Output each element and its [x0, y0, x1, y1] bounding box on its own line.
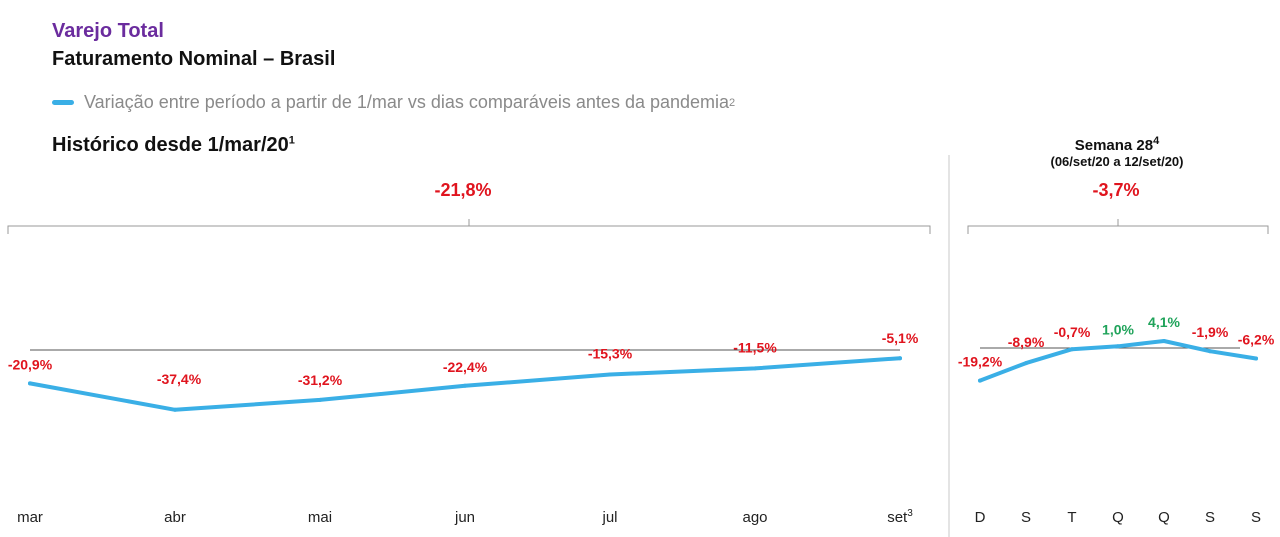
history-data-label-2: -31,2%	[298, 372, 343, 388]
chart-subtitle: Faturamento Nominal – Brasil	[52, 48, 336, 70]
history-point-1	[173, 407, 177, 412]
week-data-label-1: -8,9%	[1008, 334, 1045, 350]
week-data-label-0: -19,2%	[958, 354, 1003, 370]
week-data-label-3: 1,0%	[1102, 321, 1134, 337]
week-panel-dates: (06/set/20 a 12/set/20)	[1050, 154, 1184, 169]
week-data-label-6: -6,2%	[1238, 332, 1275, 348]
week-data-label-2: -0,7%	[1054, 324, 1091, 340]
week-total-label: -3,7%	[1092, 180, 1139, 200]
chart-title: Varejo Total	[52, 20, 164, 42]
week-point-2	[1070, 347, 1074, 352]
history-data-label-1: -37,4%	[157, 371, 202, 387]
week-tick-label-3: Q	[1112, 509, 1124, 526]
history-point-3	[463, 383, 467, 388]
week-data-label-4: 4,1%	[1148, 314, 1180, 330]
week-point-3	[1116, 344, 1120, 349]
week-bracket	[967, 219, 1269, 234]
history-data-label-4: -15,3%	[588, 345, 633, 361]
week-tick-label-1: S	[1021, 509, 1031, 526]
week-tick-label-4: Q	[1158, 509, 1170, 526]
history-tick-label-4: jul	[601, 509, 617, 526]
history-bracket	[7, 219, 931, 234]
history-point-5	[753, 366, 757, 371]
history-data-label-5: -11,5%	[733, 339, 777, 355]
history-data-label-0: -20,9%	[8, 356, 53, 372]
history-point-6	[898, 356, 902, 361]
week-title-text: Semana 28	[1074, 137, 1154, 154]
week-point-0	[978, 378, 982, 383]
history-point-0	[28, 381, 32, 386]
legend: Variação entre período a partir de 1/mar…	[52, 92, 735, 113]
week-tick-label-6: S	[1251, 509, 1261, 526]
week-tick-label-0: D	[975, 509, 986, 526]
week-tick-label-2: T	[1067, 509, 1076, 526]
history-title-footnote: 1	[288, 134, 295, 147]
history-point-2	[318, 397, 322, 402]
history-data-label-6: -5,1%	[882, 330, 919, 346]
week-tick-label-5: S	[1205, 509, 1215, 526]
week-panel-title: Semana 284	[1000, 135, 1234, 154]
week-point-6	[1254, 356, 1258, 361]
week-point-5	[1208, 349, 1212, 354]
legend-label: Variação entre período a partir de 1/mar…	[84, 92, 730, 112]
history-tick-label-3: jun	[454, 509, 475, 526]
history-tick-label-2: mai	[308, 509, 332, 526]
history-tick-label-6: set3	[887, 508, 913, 526]
history-point-4	[608, 372, 612, 377]
history-title-text: Histórico desde 1/mar/20	[52, 134, 289, 156]
history-tick-label-1: abr	[164, 509, 186, 526]
history-total-label: -21,8%	[434, 180, 491, 200]
history-tick-label-0: mar	[17, 509, 43, 526]
week-point-1	[1024, 361, 1028, 366]
week-title-footnote: 4	[1153, 135, 1160, 147]
week-point-4	[1162, 339, 1166, 343]
history-data-label-3: -22,4%	[443, 359, 488, 375]
week-data-label-5: -1,9%	[1192, 324, 1229, 340]
legend-footnote: 2	[729, 96, 736, 109]
history-tick-label-5: ago	[742, 509, 767, 526]
legend-swatch	[52, 100, 74, 105]
history-panel-title: Histórico desde 1/mar/201	[52, 134, 295, 157]
